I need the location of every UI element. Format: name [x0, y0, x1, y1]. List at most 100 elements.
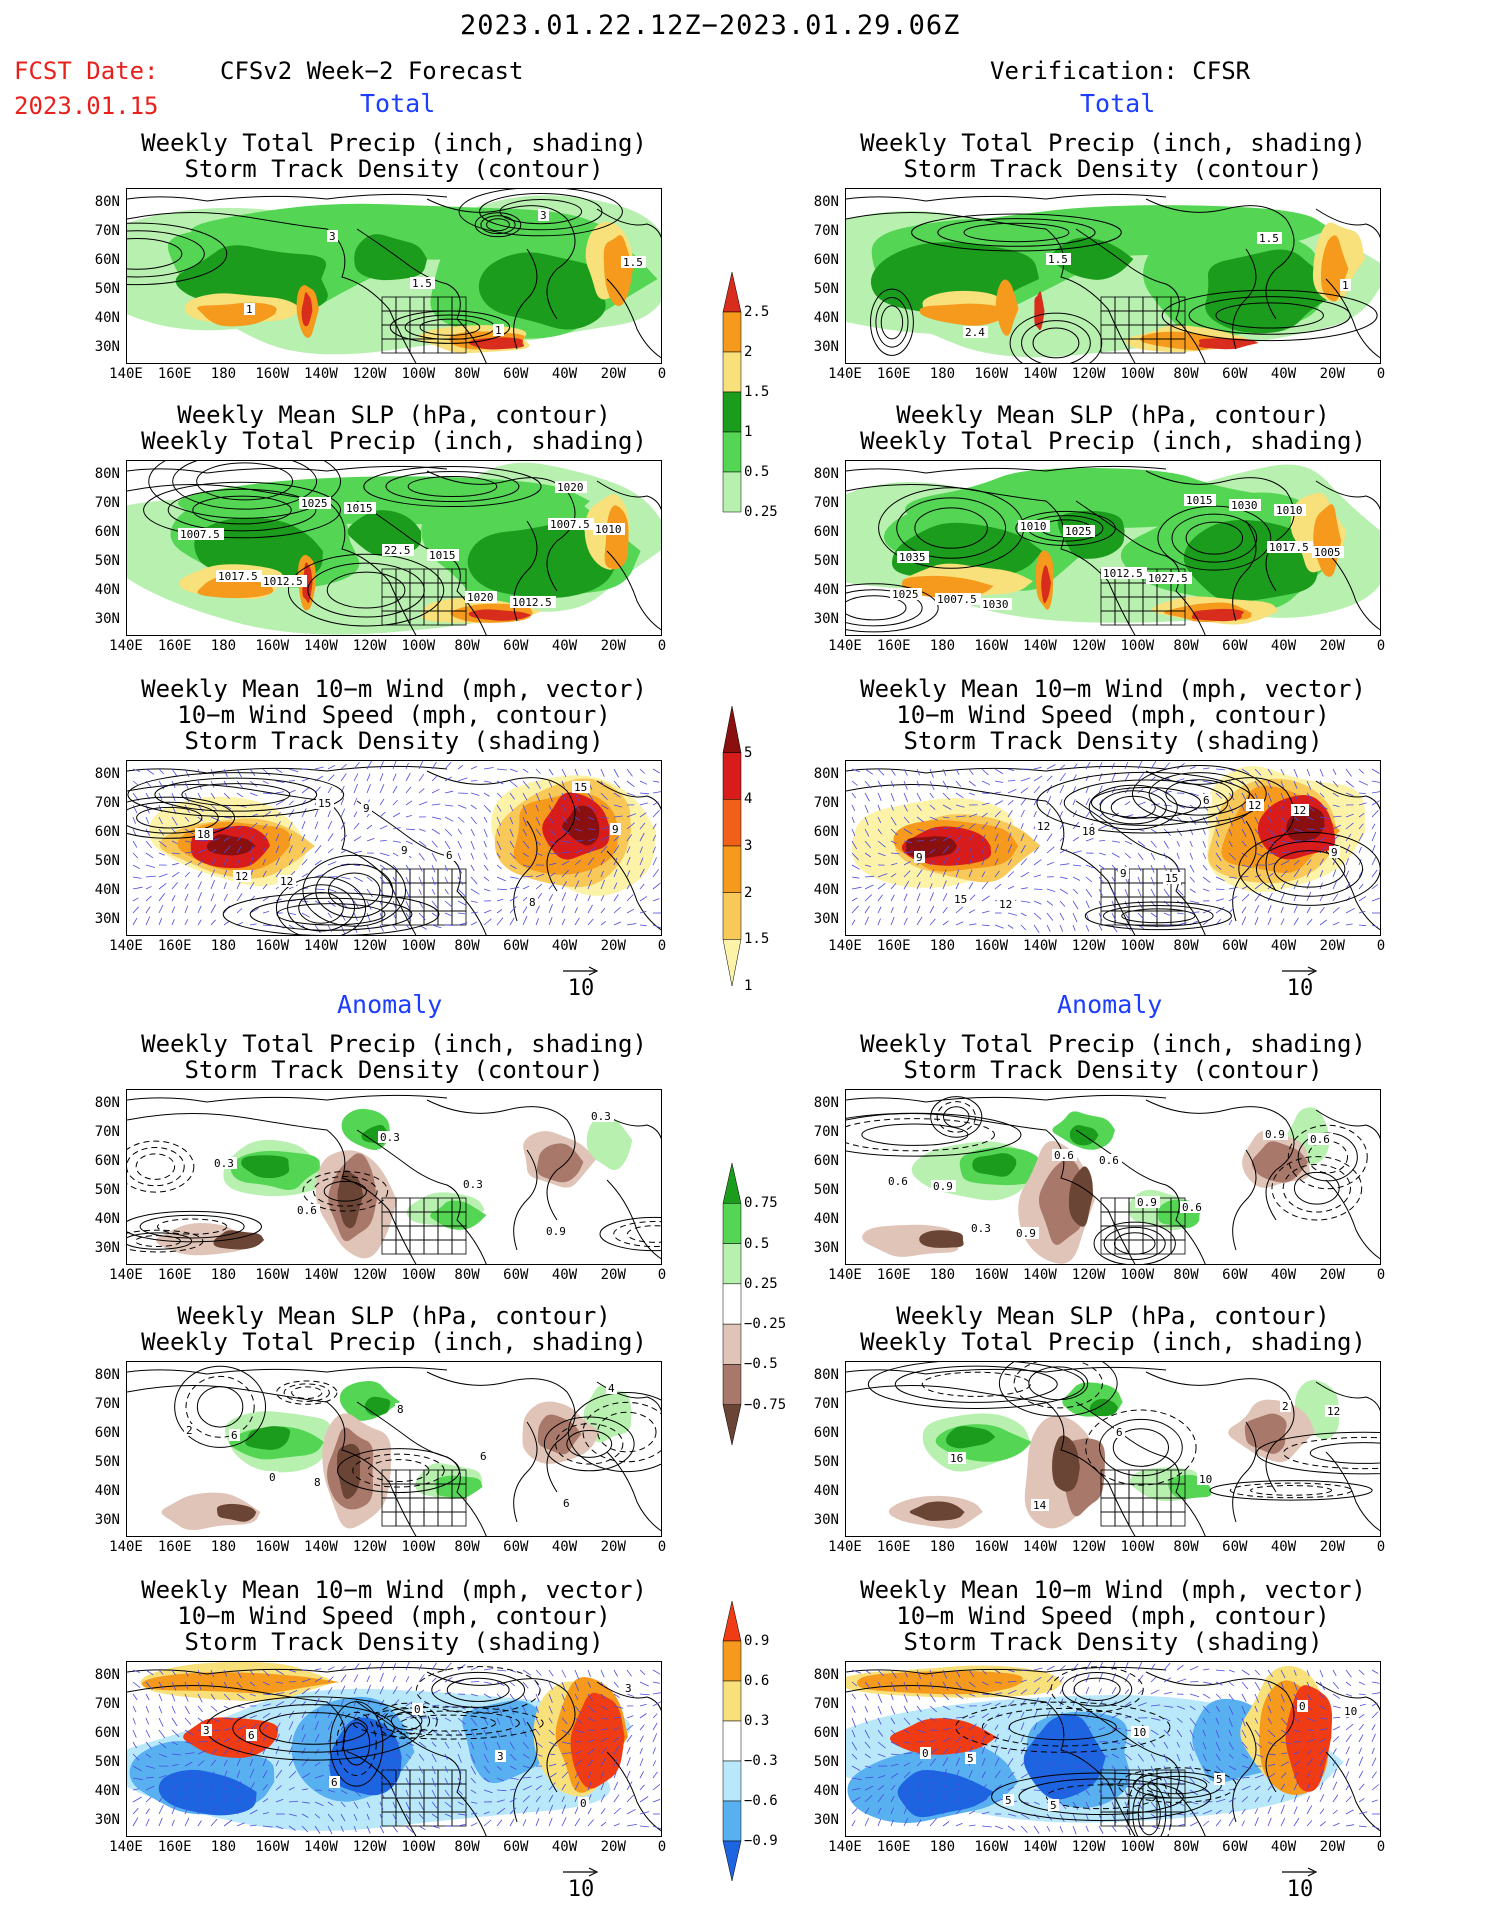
lon-label: 20W [1319, 366, 1345, 382]
lon-label: 120W [1071, 1267, 1106, 1283]
lat-label: 80N [813, 1367, 839, 1383]
contour-label: 0.3 [214, 1157, 234, 1170]
v6-title-line-1: Weekly Mean 10−m Wind (mph, vector) [860, 1576, 1366, 1604]
f3-map-svg: 15 18 12 9 6 8 9 12 15 9 [127, 761, 661, 935]
lon-label: 120W [1071, 938, 1106, 954]
shading-blob [1023, 1714, 1106, 1800]
contour-layer [846, 487, 1272, 633]
lat-label: 80N [94, 1095, 120, 1111]
lat-label: 30N [813, 339, 839, 355]
shading-blob [995, 279, 1019, 336]
shading-blob [537, 1414, 582, 1455]
lon-label: 20W [600, 638, 626, 654]
contour-label: 1015 [429, 549, 456, 562]
shading-blob [1183, 520, 1319, 602]
lon-label: 80W [454, 1267, 480, 1283]
lon-label: 120W [352, 366, 387, 382]
colorbar-label: 0.25 [744, 504, 778, 520]
shading-blob [1251, 1141, 1309, 1183]
colorbar-label: 4 [744, 791, 753, 808]
vector-ref-arrow-icon [1282, 966, 1318, 976]
lat-label: 60N [813, 1153, 839, 1169]
v2-title-line-2: Weekly Total Precip (inch, shading) [860, 427, 1366, 455]
contour-label: 1030 [982, 598, 1009, 611]
state-borders [1100, 1469, 1186, 1527]
lon-label: 140E [109, 638, 143, 654]
lon-label: 60W [503, 638, 529, 654]
lon-label: 120W [352, 1539, 387, 1555]
lon-label: 160W [255, 366, 290, 382]
contour-label: 12 [280, 875, 293, 888]
lon-label: 120W [352, 1839, 387, 1855]
contour-label: 0 [414, 1703, 421, 1716]
lon-label: 140W [304, 1539, 338, 1555]
lat-label: 60N [813, 1725, 839, 1741]
f3-title-line-1: Weekly Mean 10−m Wind (mph, vector) [141, 675, 647, 703]
contour-label: 6 [1116, 1426, 1123, 1439]
f6-title-line-1: Weekly Mean 10−m Wind (mph, vector) [141, 1576, 647, 1604]
contour-label: 1025 [301, 497, 328, 510]
contour-layer [127, 772, 440, 935]
lon-label: 180 [210, 366, 237, 382]
lat-label: 80N [813, 466, 839, 482]
lat-label: 40N [94, 582, 120, 598]
lon-label: 140E [109, 938, 143, 954]
contour-label: 0.6 [888, 1175, 908, 1188]
contour-label: 1.5 [412, 277, 432, 290]
lat-label: 70N [813, 223, 839, 239]
shading-blob [197, 302, 277, 327]
contour-label: 18 [1082, 825, 1095, 838]
lat-label: 70N [813, 795, 839, 811]
contour-label: 9 [1331, 846, 1338, 859]
lat-label: 60N [813, 252, 839, 268]
v4-map-svg: 0.6 0.9 0.9 0.6 0.6 0.9 0.6 0.3 0.6 0.9 [846, 1090, 1380, 1264]
colorbar-label: 2 [744, 884, 753, 901]
shading-blob [1205, 249, 1349, 334]
shading-blob [241, 1155, 290, 1179]
lon-label: 140E [828, 1839, 862, 1855]
lat-label: 40N [94, 1211, 120, 1227]
lon-label: 20W [1319, 1267, 1345, 1283]
lat-label: 40N [94, 1783, 120, 1799]
lon-label: 180 [210, 938, 237, 954]
contour-label: 2.4 [965, 326, 985, 339]
shading-blob [1191, 608, 1244, 622]
shading-blob [583, 1385, 632, 1443]
colorbar-swatch [722, 1243, 742, 1285]
colorbar-swatch [722, 845, 742, 893]
lat-label: 60N [94, 824, 120, 840]
shading-blob [1052, 1435, 1080, 1492]
lon-label: 100W [401, 366, 436, 382]
lon-label: 40W [1270, 366, 1297, 382]
lon-label: 100W [1120, 366, 1155, 382]
lon-label: 60W [1222, 938, 1248, 954]
lon-label: 120W [1071, 366, 1106, 382]
lon-label: 140E [109, 366, 143, 382]
colorbar-swatch [722, 1760, 742, 1802]
lon-label: 180 [929, 638, 956, 654]
colorbar-label: 0.6 [744, 1673, 770, 1689]
colorbar-label: 2.5 [744, 304, 770, 320]
contour-label: 1007.5 [937, 593, 977, 606]
v5-map-panel: 12 16 14 6 10 2 [845, 1361, 1381, 1537]
coastline-layer [846, 465, 1380, 635]
contour-label: 1.5 [1259, 232, 1279, 245]
left-total-heading: Total [360, 89, 436, 118]
lon-label: 160E [876, 1267, 911, 1283]
lon-label: 40W [1270, 1267, 1297, 1283]
lon-label: 100W [401, 938, 436, 954]
shading-blob [603, 235, 633, 307]
lon-label: 140W [304, 1267, 338, 1283]
contour-label: 16 [950, 1452, 963, 1465]
f1-map-panel: 3 1.5 1 3 1.5 1 [126, 188, 662, 364]
contour-label: 15 [954, 893, 967, 906]
shading-blob [336, 1443, 361, 1500]
lat-label: 80N [813, 1095, 839, 1111]
colorbar-label: 2 [744, 344, 753, 360]
lat-label: 70N [813, 1696, 839, 1712]
vector-ref-value: 10 [1286, 976, 1314, 1001]
contour-label: 12 [235, 870, 248, 883]
contour-label: 9 [916, 851, 923, 864]
lon-label: 80W [1173, 1839, 1199, 1855]
f4-map-panel: 0.3 0.3 0.6 0.3 0.3 0.9 [126, 1089, 662, 1265]
